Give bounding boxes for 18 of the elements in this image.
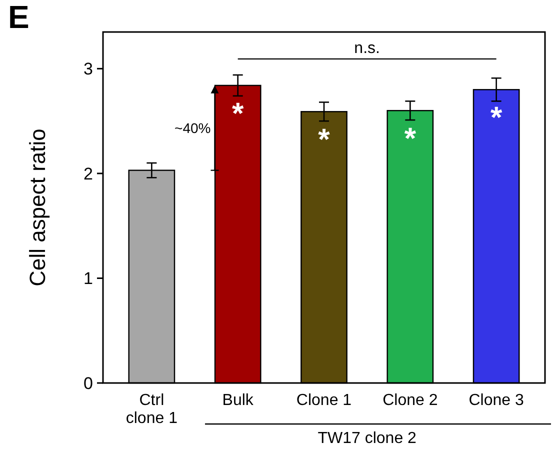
y-tick-label: 3 [84,60,93,79]
x-tick-label: Clone 1 [296,392,352,409]
y-tick-label: 2 [84,164,93,184]
annotation: * [404,122,416,156]
x-tick-label: Clone 2 [382,392,438,409]
annotation: * [232,97,244,130]
text: E [8,0,30,35]
text: TW17 clone 2 [318,430,417,447]
annotation: * [490,102,502,135]
x-tick-label: Ctrl clone 1 [126,392,178,427]
x-tick-label: Bulk [222,392,254,409]
y-tick-label: 0 [84,374,93,393]
x-tick-label: Clone 3 [468,392,524,409]
y-tick-label: 1 [84,269,93,288]
annotation: ~40% [174,120,211,136]
annotation: * [318,124,330,157]
annotation: n.s. [354,40,380,57]
y-axis-title: Cell aspect ratio [25,128,50,286]
